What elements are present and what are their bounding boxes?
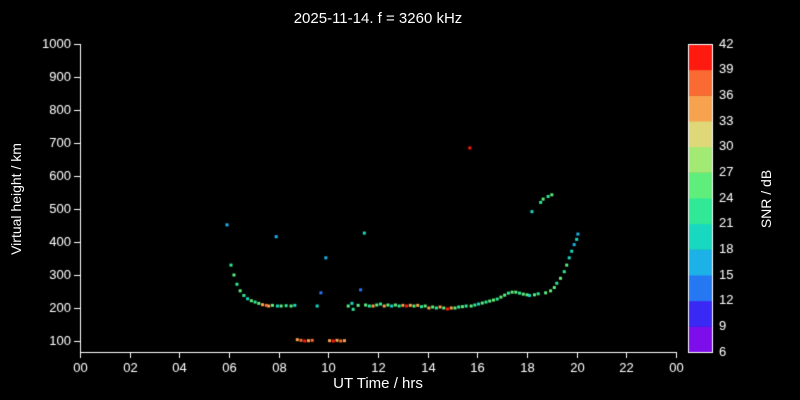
colorbar-label: SNR / dB — [758, 169, 774, 229]
y-axis-label: Virtual height / km — [8, 143, 24, 255]
chart-title: 2025-11-14. f = 3260 kHz — [293, 10, 463, 27]
x-axis-label: UT Time / hrs — [333, 375, 423, 392]
